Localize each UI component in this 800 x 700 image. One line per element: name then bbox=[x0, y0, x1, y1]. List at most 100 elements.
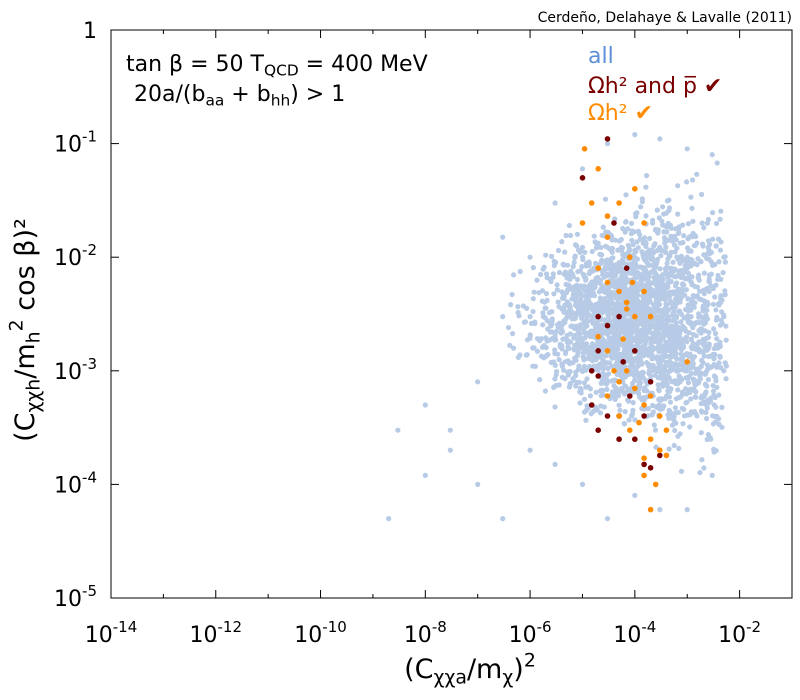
all-point bbox=[720, 312, 727, 318]
all-point bbox=[630, 241, 636, 248]
all-point bbox=[601, 404, 607, 410]
all-point bbox=[660, 348, 666, 354]
all-point bbox=[555, 322, 561, 328]
all-point bbox=[542, 305, 548, 311]
all-point bbox=[610, 291, 616, 297]
all-point bbox=[586, 263, 592, 269]
all-point bbox=[640, 252, 646, 258]
all-point bbox=[596, 278, 602, 284]
all-point bbox=[646, 289, 652, 295]
all-point bbox=[718, 295, 724, 301]
all-point bbox=[603, 261, 610, 267]
all-point bbox=[667, 335, 673, 341]
all-point bbox=[572, 242, 579, 248]
all-point bbox=[606, 335, 612, 341]
all-point bbox=[682, 325, 688, 331]
all-point bbox=[702, 371, 708, 377]
all-point bbox=[692, 283, 698, 290]
all-point bbox=[658, 253, 664, 259]
all-point bbox=[659, 322, 665, 328]
all-point bbox=[524, 305, 530, 311]
all-point bbox=[698, 430, 704, 436]
all-point bbox=[656, 386, 662, 393]
all-point bbox=[507, 342, 513, 349]
all-point bbox=[664, 229, 670, 235]
all-point bbox=[582, 285, 588, 291]
all-point bbox=[627, 364, 633, 370]
all-point bbox=[705, 397, 711, 403]
all-point bbox=[534, 348, 541, 354]
all-point bbox=[712, 352, 718, 358]
all-point bbox=[565, 310, 571, 316]
point-all bbox=[684, 507, 690, 513]
all-point bbox=[700, 287, 707, 293]
all-point bbox=[672, 348, 678, 354]
all-point bbox=[696, 366, 702, 372]
all-point bbox=[704, 362, 711, 368]
all-point bbox=[593, 260, 599, 266]
all-point bbox=[636, 383, 642, 389]
all-point bbox=[701, 339, 708, 345]
point-relic-pbar bbox=[588, 368, 595, 374]
all-point bbox=[656, 317, 662, 323]
all-point bbox=[639, 281, 645, 287]
all-point bbox=[650, 280, 656, 286]
all-point bbox=[681, 282, 687, 288]
all-point bbox=[712, 294, 718, 300]
all-point bbox=[674, 342, 680, 348]
all-point bbox=[560, 293, 567, 299]
all-point bbox=[650, 220, 656, 226]
all-point bbox=[688, 314, 694, 320]
all-point bbox=[575, 269, 581, 275]
all-point bbox=[552, 337, 558, 343]
all-point bbox=[595, 306, 601, 313]
all-point bbox=[587, 348, 593, 354]
point-relic bbox=[604, 213, 611, 219]
all-point bbox=[612, 396, 618, 403]
all-point bbox=[643, 243, 649, 250]
point-all bbox=[475, 379, 481, 385]
all-point bbox=[572, 346, 578, 352]
all-point bbox=[585, 405, 591, 411]
all-point bbox=[508, 302, 514, 308]
all-point bbox=[712, 419, 718, 425]
all-point bbox=[629, 301, 635, 307]
point-relic bbox=[623, 299, 630, 306]
all-point bbox=[662, 240, 668, 246]
all-point bbox=[605, 365, 611, 371]
all-point bbox=[631, 308, 638, 314]
all-point bbox=[699, 191, 705, 197]
all-point bbox=[539, 298, 545, 304]
all-point bbox=[539, 344, 546, 350]
all-point bbox=[700, 317, 706, 323]
point-relic bbox=[616, 413, 622, 419]
all-point bbox=[572, 342, 578, 348]
all-point bbox=[697, 470, 703, 476]
all-point bbox=[660, 281, 666, 288]
all-point bbox=[556, 304, 562, 310]
point-relic-pbar bbox=[632, 436, 638, 443]
all-point bbox=[620, 307, 626, 313]
point-all bbox=[579, 481, 586, 487]
all-point bbox=[659, 364, 666, 370]
all-point bbox=[643, 213, 649, 219]
all-point bbox=[623, 219, 629, 225]
all-point bbox=[674, 254, 680, 260]
all-point bbox=[567, 361, 573, 367]
all-point bbox=[680, 239, 686, 246]
all-point bbox=[664, 393, 670, 399]
all-point bbox=[713, 220, 720, 227]
all-point bbox=[678, 468, 685, 474]
all-point bbox=[631, 373, 637, 379]
legend-entry-all: all bbox=[588, 44, 614, 69]
all-point bbox=[558, 330, 564, 336]
all-point bbox=[579, 315, 585, 321]
point-relic bbox=[641, 402, 647, 408]
all-point bbox=[576, 298, 582, 304]
all-point bbox=[653, 444, 659, 450]
all-point bbox=[646, 278, 652, 285]
all-point bbox=[653, 327, 659, 333]
all-point bbox=[711, 356, 717, 362]
all-point bbox=[696, 320, 703, 326]
all-point bbox=[715, 236, 722, 242]
